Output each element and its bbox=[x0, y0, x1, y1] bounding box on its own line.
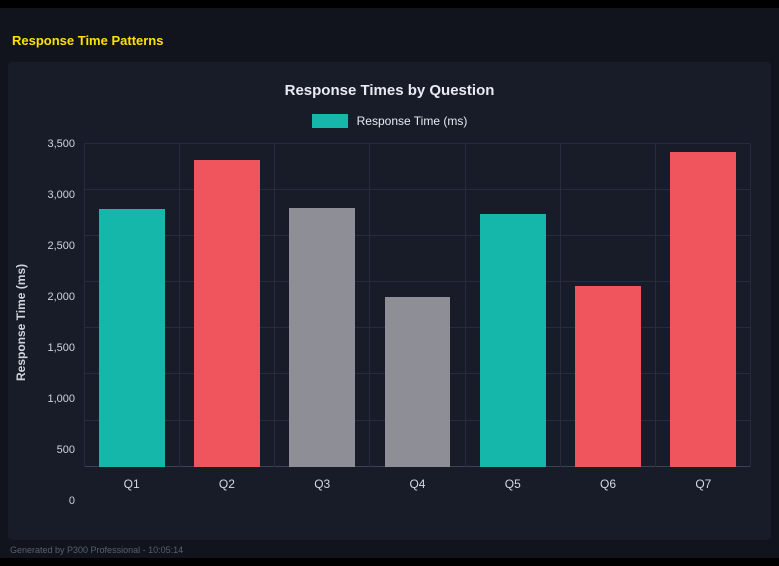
x-tick-label: Q5 bbox=[504, 476, 521, 491]
chart-legend[interactable]: Response Time (ms) bbox=[8, 114, 771, 128]
gridline-h bbox=[84, 143, 750, 144]
plot-area bbox=[84, 143, 751, 467]
bar-q4[interactable] bbox=[384, 296, 451, 467]
bar-q5[interactable] bbox=[479, 214, 546, 467]
y-tick-label: 1,000 bbox=[47, 393, 75, 405]
x-tick-label: Q1 bbox=[123, 476, 140, 491]
bar-q7[interactable] bbox=[669, 152, 736, 467]
chart-card: Response Times by Question Response Time… bbox=[8, 62, 771, 540]
plot-column bbox=[559, 144, 655, 467]
x-tick-label: Q3 bbox=[314, 476, 331, 491]
x-tick-label: Q2 bbox=[218, 476, 235, 491]
plot-column bbox=[84, 144, 179, 467]
gridline-h bbox=[84, 189, 750, 191]
bar-q3[interactable] bbox=[289, 207, 356, 467]
bottom-border bbox=[0, 558, 779, 566]
bar-q1[interactable] bbox=[99, 208, 166, 467]
y-tick-label: 2,000 bbox=[47, 291, 75, 303]
y-axis-ticks: 0 500 1,000 1,500 2,000 2,500 3,000 3,500 bbox=[34, 138, 84, 507]
plot-column bbox=[369, 144, 464, 467]
x-tick-label: Q6 bbox=[600, 476, 617, 491]
gridline-h bbox=[84, 281, 750, 283]
page-title: Response Time Patterns bbox=[12, 33, 164, 48]
x-tick-label: Q7 bbox=[695, 476, 712, 491]
chart-title: Response Times by Question bbox=[284, 82, 495, 99]
bar-q6[interactable] bbox=[574, 285, 641, 467]
y-tick-label: 500 bbox=[56, 444, 75, 456]
y-tick-label: 3,500 bbox=[47, 138, 75, 150]
y-tick-label: 3,000 bbox=[47, 189, 75, 201]
y-tick-label: 1,500 bbox=[47, 342, 75, 354]
x-axis-labels: Q1 Q2 Q3 Q4 Q5 Q6 Q7 bbox=[84, 467, 751, 501]
plot-column bbox=[464, 144, 560, 467]
plot-column bbox=[274, 144, 369, 467]
plot-column bbox=[179, 144, 274, 467]
plot-column bbox=[654, 144, 750, 467]
top-border bbox=[0, 0, 779, 8]
legend-label: Response Time (ms) bbox=[356, 114, 468, 128]
bar-q2[interactable] bbox=[194, 159, 261, 467]
x-tick-label: Q4 bbox=[409, 476, 426, 491]
plot-column-wrap: Q1 Q2 Q3 Q4 Q5 Q6 Q7 bbox=[84, 143, 751, 501]
footer-note: Generated by P300 Professional - 10:05:1… bbox=[10, 545, 184, 555]
y-tick-label: 2,500 bbox=[47, 240, 75, 252]
gridline-h bbox=[84, 235, 750, 237]
y-axis-title: Response Time (ms) bbox=[14, 263, 28, 382]
bar-columns bbox=[84, 144, 750, 467]
legend-swatch bbox=[311, 114, 348, 128]
y-tick-label: 0 bbox=[68, 495, 75, 507]
chart-body: Response Time (ms) 0 500 1,000 1,500 2,000 2,… bbox=[8, 138, 771, 507]
